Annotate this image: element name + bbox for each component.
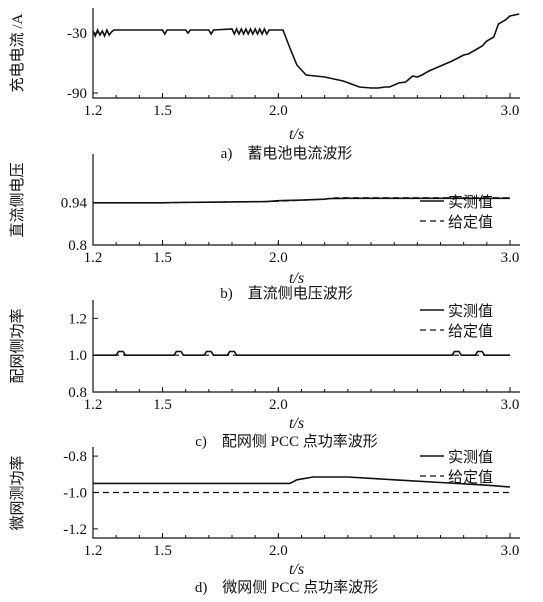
y-tick-label: 0.8 [68, 385, 87, 401]
x-tick-label: 1.2 [84, 250, 103, 266]
y-tick-label: -1.2 [63, 522, 87, 538]
y-tick-label: 1.0 [68, 348, 87, 364]
y-axis-label: 直流侧电压 [9, 162, 26, 237]
y-tick-label: 0.94 [61, 196, 88, 212]
x-axis-label: t/s [289, 126, 304, 143]
panel-caption: b) 直流侧电压波形 [220, 285, 353, 302]
x-tick-label: 3.0 [501, 397, 520, 413]
y-tick-label: 1.2 [68, 311, 87, 327]
y-tick-label: -0.8 [63, 449, 87, 465]
axis-frame [92, 8, 520, 99]
series-line-reference [93, 197, 510, 204]
x-tick-label: 1.2 [84, 103, 103, 119]
panel-caption: a) 蓄电池电流波形 [221, 145, 353, 162]
y-tick-label: 0.8 [68, 238, 87, 254]
x-tick-label: 1.2 [84, 543, 103, 559]
x-tick-label: 1.2 [84, 397, 103, 413]
x-tick-label: 3.0 [501, 250, 520, 266]
y-axis-label: 配网侧功率 [9, 308, 26, 383]
x-tick-label: 3.0 [501, 543, 520, 559]
panel-caption: c) 配网侧 PCC 点功率波形 [195, 433, 378, 450]
y-tick-label: -30 [67, 26, 87, 42]
x-axis-label: t/s [289, 270, 304, 287]
x-tick-label: 1.5 [153, 543, 172, 559]
x-tick-label: 1.5 [153, 250, 172, 266]
x-tick-label: 3.0 [501, 103, 520, 119]
x-axis-label: t/s [289, 561, 304, 578]
panel-caption: d) 微网侧 PCC 点功率波形 [195, 579, 378, 596]
legend-label: 实测值 [448, 303, 493, 320]
series-line-measured [92, 13, 520, 89]
x-tick-label: 2.0 [269, 250, 288, 266]
x-axis-label: t/s [289, 415, 304, 432]
x-tick-label: 2.0 [269, 103, 288, 119]
y-tick-label: -1.0 [63, 486, 87, 502]
chart-panel-1: 1.2 1.5 2.0 3.0 -30 -90 充电电流 /A t/s a) 蓄电池电流波形 [9, 8, 520, 162]
x-tick-label: 1.5 [153, 103, 172, 119]
y-axis-label: 微网测功率 [9, 455, 26, 530]
legend-label: 实测值 [448, 449, 493, 466]
y-axis-label: 充电电流 /A [9, 13, 26, 92]
x-tick-label: 2.0 [269, 543, 288, 559]
legend-label: 给定值 [448, 323, 493, 340]
x-tick-label: 2.0 [269, 397, 288, 413]
x-tick-label: 1.5 [153, 397, 172, 413]
y-tick-label: -90 [67, 86, 87, 102]
legend-label: 给定值 [448, 214, 493, 231]
series-line-measured [93, 476, 511, 488]
legend-label: 实测值 [448, 194, 493, 211]
legend-label: 给定值 [448, 469, 493, 486]
